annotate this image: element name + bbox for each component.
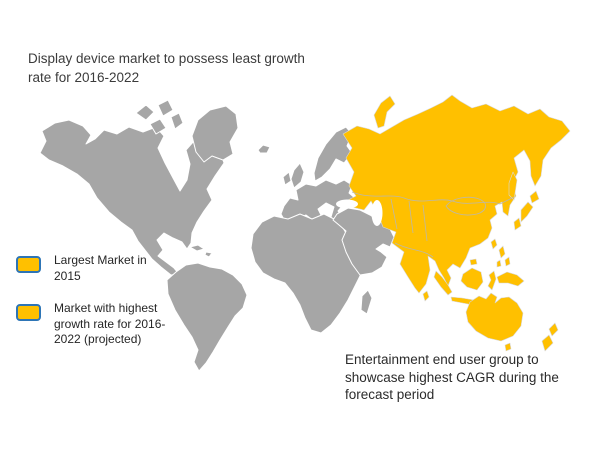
largest-market-label: Largest Market in 2015 bbox=[54, 253, 147, 283]
cagr-annotation-line-1: Entertainment end user group to bbox=[345, 352, 539, 367]
sri-lanka-shape bbox=[422, 290, 430, 302]
taiwan-shape bbox=[490, 238, 498, 250]
cagr-annotation-line-2: showcase highest CAGR during the bbox=[345, 369, 559, 385]
black-sea-shape bbox=[336, 199, 358, 209]
iceland-shape bbox=[257, 144, 271, 154]
slide-title-line-2: rate for 2016-2022 bbox=[28, 70, 140, 85]
asia-mainland-shape bbox=[342, 94, 571, 294]
asia-inner-borders bbox=[351, 191, 515, 258]
madagascar-shape bbox=[360, 289, 373, 315]
slide-title: Display device market to possess least g… bbox=[28, 49, 338, 87]
novaya-zemlya-shape bbox=[373, 95, 396, 129]
cagr-annotation: Entertainment end user group to showcase… bbox=[345, 351, 585, 404]
south-america-shape bbox=[166, 262, 248, 372]
cagr-annotation-line-3: forecast period bbox=[345, 387, 435, 402]
hainan-shape bbox=[469, 258, 478, 266]
inland-seas bbox=[336, 199, 383, 226]
caspian-sea-shape bbox=[371, 200, 383, 226]
sakhalin-shape bbox=[508, 171, 518, 201]
largest-market-color-chip bbox=[16, 256, 41, 273]
new-zealand-shape bbox=[541, 322, 559, 352]
highest-growth-color-chip bbox=[16, 304, 41, 321]
australia-shape bbox=[465, 292, 524, 352]
legend-item-highest-growth: Market with highest growth rate for 2016… bbox=[16, 301, 165, 348]
canadian-arctic-islands-shape bbox=[135, 99, 184, 135]
scandinavia-shape bbox=[313, 126, 353, 182]
north-america-shape bbox=[39, 119, 225, 276]
legend-item-largest-market: Largest Market in 2015 bbox=[16, 253, 147, 284]
greenland-shape bbox=[191, 105, 239, 163]
base-landmasses bbox=[39, 99, 395, 372]
highlighted-landmasses bbox=[342, 94, 571, 352]
british-isles-shape bbox=[282, 162, 305, 189]
slide-title-line-1: Display device market to possess least g… bbox=[28, 51, 305, 66]
highest-growth-label: Market with highest growth rate for 2016… bbox=[54, 301, 166, 346]
japan-shape bbox=[513, 190, 540, 231]
philippines-shape bbox=[496, 245, 511, 268]
caribbean-islands-shape bbox=[189, 244, 213, 258]
